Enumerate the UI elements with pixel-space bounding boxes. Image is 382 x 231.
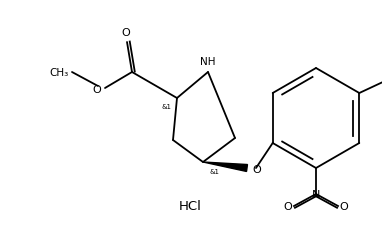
Text: HCl: HCl — [178, 201, 201, 213]
Text: O: O — [283, 202, 292, 212]
Text: NH: NH — [200, 57, 216, 67]
Polygon shape — [203, 162, 248, 171]
Text: CH₃: CH₃ — [50, 68, 69, 78]
Text: O: O — [340, 202, 348, 212]
Text: O: O — [252, 165, 261, 175]
Text: &1: &1 — [162, 104, 172, 110]
Text: O: O — [121, 28, 130, 38]
Text: &1: &1 — [210, 169, 220, 175]
Text: O: O — [92, 85, 101, 95]
Text: N: N — [312, 190, 320, 200]
